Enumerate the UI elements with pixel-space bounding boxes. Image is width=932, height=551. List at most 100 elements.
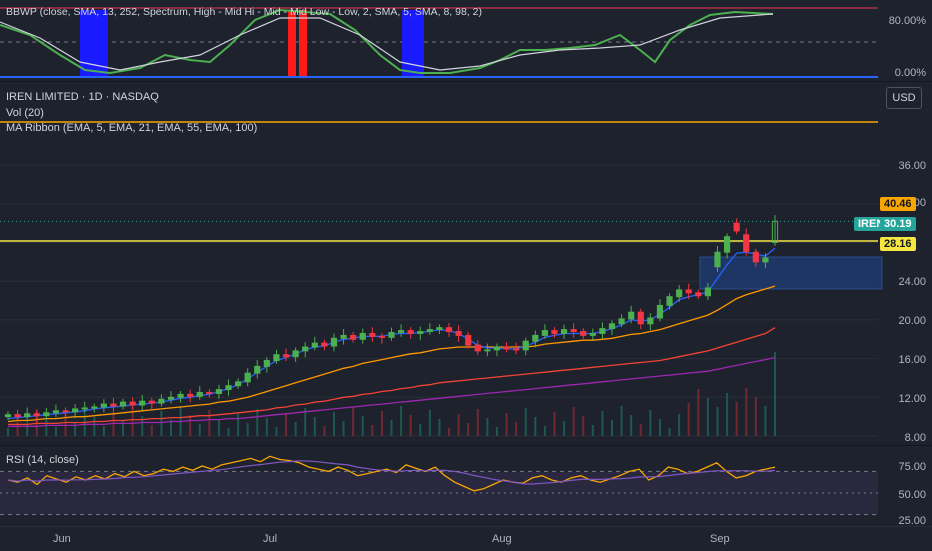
volume-bar bbox=[649, 410, 652, 436]
volume-bar bbox=[553, 412, 556, 436]
ticker-tag: IREN bbox=[854, 217, 889, 231]
volume-bar bbox=[342, 421, 345, 436]
volume-bar bbox=[26, 423, 29, 436]
candle-body bbox=[244, 372, 251, 383]
bbwp-high-bar bbox=[288, 10, 296, 76]
price-axis-36: 36.00 bbox=[898, 160, 926, 172]
bbwp-ma-line bbox=[0, 13, 774, 71]
volume-bar bbox=[64, 413, 67, 436]
candle-body bbox=[723, 236, 731, 253]
volume-bar bbox=[45, 418, 48, 436]
bbwp-pane[interactable]: BBWP (close, SMA, 13, 252, Spectrum, Hig… bbox=[0, 0, 932, 82]
volume-bar bbox=[754, 397, 757, 436]
volume-bar bbox=[495, 427, 498, 436]
candle-body bbox=[666, 296, 673, 306]
candle-body bbox=[685, 289, 692, 294]
candle-body bbox=[100, 403, 107, 408]
candle-body bbox=[417, 331, 424, 334]
candle-body bbox=[167, 396, 175, 400]
volume-bar bbox=[658, 419, 661, 436]
bbwp-legend[interactable]: BBWP (close, SMA, 13, 252, Spectrum, Hig… bbox=[6, 6, 482, 18]
volume-bar bbox=[611, 420, 614, 436]
volume-bar bbox=[294, 422, 297, 436]
volume-bar bbox=[591, 425, 594, 436]
candle-body bbox=[148, 400, 155, 404]
volume-bar bbox=[620, 406, 623, 436]
volume-bar bbox=[246, 423, 249, 436]
symbol-title[interactable]: IREN LIMITED · 1D · NASDAQ bbox=[6, 91, 159, 103]
candle-body bbox=[647, 317, 654, 325]
candle-body bbox=[513, 348, 520, 351]
price-pane[interactable]: IREN LIMITED · 1D · NASDAQ Vol (20) MA R… bbox=[0, 82, 932, 446]
volume-bar bbox=[438, 419, 441, 436]
volume-bar bbox=[54, 427, 57, 436]
volume-bar bbox=[352, 407, 355, 436]
candle-body bbox=[436, 327, 443, 331]
volume-bar bbox=[486, 418, 489, 436]
volume-bar bbox=[227, 428, 230, 436]
candle-body bbox=[589, 332, 596, 336]
volume-bar bbox=[515, 422, 518, 436]
volume-bar bbox=[706, 398, 709, 436]
candle-body bbox=[321, 342, 328, 347]
candle-body bbox=[302, 346, 309, 352]
candle-body bbox=[378, 335, 386, 338]
volume-bar bbox=[630, 415, 633, 436]
rsi-axis-50: 50.00 bbox=[898, 489, 926, 501]
currency-button[interactable]: USD bbox=[886, 87, 922, 109]
candle-body bbox=[426, 329, 433, 333]
bbwp-axis-0: 0.00% bbox=[894, 67, 926, 79]
candle-body bbox=[704, 287, 711, 297]
candle-body bbox=[24, 413, 31, 418]
volume-bar bbox=[764, 406, 767, 436]
volume-bar bbox=[361, 416, 364, 436]
rsi-pane[interactable]: RSI (14, close) 75.00 50.00 25.00 bbox=[0, 446, 932, 527]
candle-body bbox=[676, 289, 683, 298]
volume-legend[interactable]: Vol (20) bbox=[6, 107, 44, 119]
volume-bar bbox=[208, 410, 211, 436]
volume-bar bbox=[313, 417, 316, 436]
price-plot bbox=[0, 121, 883, 437]
volume-bar bbox=[332, 412, 335, 436]
candle-body bbox=[388, 331, 395, 338]
volume-bar bbox=[716, 407, 719, 436]
candle-body bbox=[752, 251, 759, 263]
candle-body bbox=[215, 389, 223, 394]
volume-bar bbox=[678, 414, 681, 436]
candle-body bbox=[560, 329, 568, 334]
volume-bar bbox=[400, 406, 403, 436]
candle-body bbox=[465, 334, 472, 346]
volume-bar bbox=[697, 389, 700, 436]
volume-bar bbox=[419, 424, 422, 436]
bbwp-line bbox=[0, 8, 774, 75]
rsi-legend[interactable]: RSI (14, close) bbox=[6, 454, 79, 466]
candle-body bbox=[62, 410, 69, 413]
volume-bar bbox=[735, 402, 738, 436]
bbwp-plot bbox=[0, 7, 878, 78]
ma-ribbon-legend[interactable]: MA Ribbon (EMA, 5, EMA, 21, EMA, 55, EMA… bbox=[6, 122, 258, 134]
time-axis[interactable]: Jun Jul Aug Sep bbox=[0, 526, 932, 551]
candle-body bbox=[714, 251, 721, 268]
candle-body bbox=[407, 330, 414, 334]
candle-body bbox=[196, 391, 203, 397]
price-axis-24: 24.00 bbox=[898, 276, 926, 288]
time-label-jul: Jul bbox=[263, 533, 278, 545]
candle-body bbox=[139, 400, 146, 406]
candle-body bbox=[493, 346, 501, 351]
volume-bar bbox=[448, 428, 451, 436]
ema-21-line bbox=[7, 285, 776, 423]
candle-body bbox=[484, 349, 491, 352]
volume-bar bbox=[380, 411, 383, 436]
ema-100-line bbox=[8, 356, 776, 427]
candle-body bbox=[455, 331, 462, 336]
candle-body bbox=[350, 334, 357, 340]
candle-body bbox=[292, 350, 299, 358]
price-axis-20: 20.00 bbox=[898, 315, 926, 327]
candle-body bbox=[119, 401, 127, 407]
volume-bar bbox=[524, 408, 527, 436]
volume-bar bbox=[256, 409, 259, 436]
bbwp-high-bar bbox=[299, 10, 307, 76]
volume-bar bbox=[726, 393, 729, 436]
volume-bar bbox=[74, 422, 77, 436]
candle-body bbox=[743, 234, 750, 252]
